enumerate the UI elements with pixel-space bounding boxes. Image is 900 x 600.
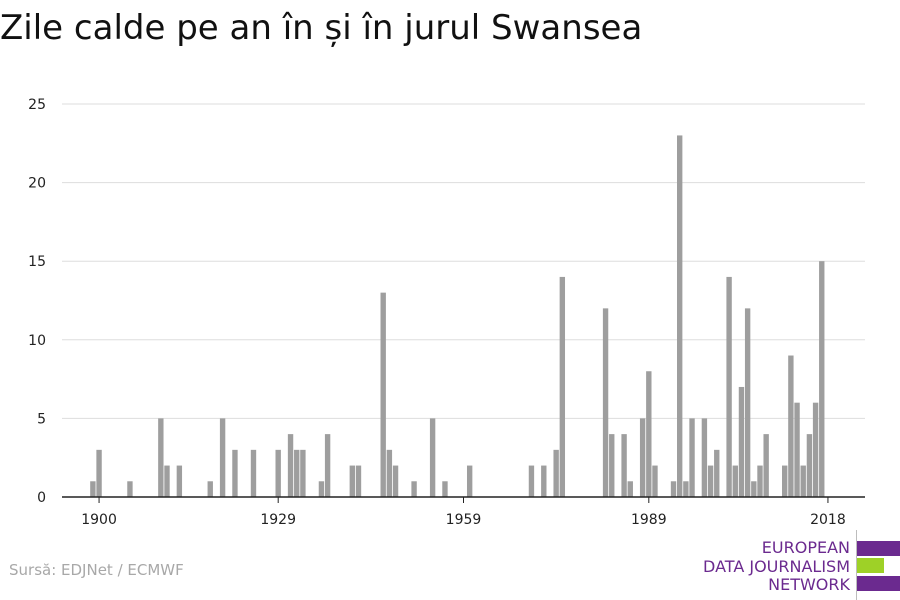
bar-1947 — [386, 449, 393, 497]
bar-1920 — [219, 418, 226, 497]
bar-1948 — [392, 465, 399, 497]
y-tick-label-0: 0 — [37, 490, 46, 506]
bar-2005 — [744, 308, 751, 497]
bar-1918 — [207, 481, 213, 497]
bar-1999 — [707, 465, 714, 497]
bar-1922 — [232, 449, 238, 497]
x-tick-label-1959: 1959 — [446, 512, 482, 528]
bar-2007 — [757, 465, 763, 497]
bar-1954 — [429, 418, 436, 497]
logo-line-network: NETWORK — [768, 575, 850, 594]
bar-1900 — [96, 449, 102, 497]
bar-1986 — [627, 481, 633, 497]
bar-1972 — [541, 465, 547, 497]
logo-bar-top — [857, 541, 900, 556]
axes: 0 5 10 15 20 25 1900 1929 1959 1989 2018 — [28, 97, 865, 528]
bar-1975 — [559, 276, 566, 497]
bar-1929 — [275, 449, 281, 497]
edjnet-logo: EUROPEAN DATA JOURNALISM NETWORK — [700, 530, 900, 600]
y-tick-label-25: 25 — [28, 97, 46, 113]
bar-1951 — [411, 481, 417, 497]
bar-1942 — [355, 465, 362, 497]
x-tick-label-1900: 1900 — [81, 512, 117, 528]
bar-1989 — [646, 371, 652, 497]
y-tick-label-15: 15 — [28, 254, 46, 270]
logo-line-data-journalism: DATA JOURNALISM — [703, 557, 850, 576]
bar-1899 — [90, 481, 96, 497]
bar-1937 — [324, 434, 331, 497]
y-tick-label-5: 5 — [37, 411, 46, 427]
chart-title: Zile calde pe an în și în jurul Swansea — [0, 8, 643, 48]
bar-1983 — [609, 434, 615, 497]
bar-2012 — [788, 355, 794, 497]
bar-2011 — [782, 465, 788, 497]
bar-1932 — [294, 449, 300, 497]
bar-1910 — [158, 418, 164, 497]
bar-1925 — [250, 449, 257, 497]
bar-1905 — [127, 481, 133, 497]
logo-bar-middle — [857, 558, 884, 573]
bar-1911 — [164, 465, 170, 497]
bar-2000 — [714, 449, 720, 497]
bar-1931 — [287, 434, 294, 497]
bar-1982 — [602, 308, 609, 497]
bar-1988 — [639, 418, 646, 497]
bar-1913 — [176, 465, 183, 497]
bar-1993 — [670, 481, 677, 497]
bar-1994 — [677, 135, 683, 497]
bar-1936 — [318, 481, 325, 497]
bar-1996 — [689, 418, 695, 497]
y-tick-label-20: 20 — [28, 176, 46, 192]
bar-1990 — [652, 465, 658, 497]
bar-2002 — [726, 276, 732, 497]
y-tick-label-10: 10 — [28, 333, 46, 349]
bar-2016 — [812, 402, 819, 497]
bar-2013 — [794, 402, 800, 497]
bar-1946 — [380, 292, 386, 497]
bars — [90, 135, 825, 497]
bar-2004 — [738, 386, 745, 497]
gridlines — [62, 103, 865, 419]
bar-1933 — [300, 449, 306, 497]
bar-1998 — [701, 418, 708, 497]
bar-1960 — [466, 465, 473, 497]
bar-1974 — [553, 449, 559, 497]
bar-2008 — [763, 434, 769, 497]
bar-1941 — [349, 465, 356, 497]
bar-1956 — [442, 481, 448, 497]
bar-2015 — [806, 434, 813, 497]
logo-line-european: EUROPEAN — [761, 538, 850, 557]
x-tick-label-1989: 1989 — [631, 512, 667, 528]
bar-2003 — [732, 465, 738, 497]
bar-1985 — [621, 434, 627, 497]
x-tick-label-1929: 1929 — [260, 512, 296, 528]
bar-1970 — [528, 465, 535, 497]
bar-2017 — [819, 261, 825, 497]
source-note: Sursă: EDJNet / ECMWF — [9, 561, 184, 579]
bar-1995 — [683, 481, 689, 497]
bar-2006 — [751, 481, 757, 497]
bar-2014 — [800, 465, 806, 497]
x-tick-label-2018: 2018 — [810, 512, 846, 528]
logo-divider — [856, 530, 857, 600]
logo-bar-bottom — [857, 576, 900, 591]
